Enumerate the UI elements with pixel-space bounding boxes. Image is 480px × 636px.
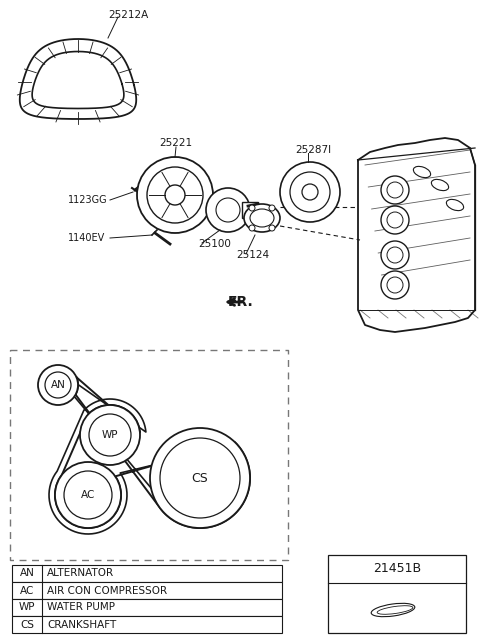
Text: FR.: FR. xyxy=(228,295,254,309)
Ellipse shape xyxy=(377,605,413,614)
Ellipse shape xyxy=(371,604,415,617)
Circle shape xyxy=(165,185,185,205)
Bar xyxy=(12,565,282,582)
Circle shape xyxy=(387,212,403,228)
Circle shape xyxy=(249,205,255,211)
Text: WATER PUMP: WATER PUMP xyxy=(47,602,115,612)
Circle shape xyxy=(206,188,250,232)
Circle shape xyxy=(150,428,250,528)
Circle shape xyxy=(387,182,403,198)
Text: ALTERNATOR: ALTERNATOR xyxy=(47,569,114,579)
Ellipse shape xyxy=(413,167,431,177)
Ellipse shape xyxy=(250,209,274,227)
Circle shape xyxy=(302,184,318,200)
Text: AIR CON COMPRESSOR: AIR CON COMPRESSOR xyxy=(47,586,167,595)
Bar xyxy=(328,555,466,633)
Text: AN: AN xyxy=(20,569,35,579)
Circle shape xyxy=(249,225,255,231)
Text: AN: AN xyxy=(50,380,65,390)
Text: 1140EV: 1140EV xyxy=(68,233,105,243)
Circle shape xyxy=(137,157,213,233)
Ellipse shape xyxy=(432,179,449,191)
Text: 25124: 25124 xyxy=(236,250,269,260)
Text: 21451B: 21451B xyxy=(373,562,421,576)
Bar xyxy=(12,582,282,599)
Text: AC: AC xyxy=(20,586,34,595)
Bar xyxy=(12,599,282,616)
Circle shape xyxy=(387,247,403,263)
Circle shape xyxy=(290,172,330,212)
Circle shape xyxy=(381,241,409,269)
Bar xyxy=(12,616,282,633)
Text: WP: WP xyxy=(102,430,118,440)
Ellipse shape xyxy=(446,199,464,211)
Text: 1123GG: 1123GG xyxy=(68,195,108,205)
Text: CS: CS xyxy=(20,619,34,630)
Circle shape xyxy=(55,462,121,528)
Circle shape xyxy=(387,277,403,293)
Text: CRANKSHAFT: CRANKSHAFT xyxy=(47,619,116,630)
Text: 25221: 25221 xyxy=(159,138,192,148)
Circle shape xyxy=(269,205,275,211)
Circle shape xyxy=(147,167,203,223)
Circle shape xyxy=(89,414,131,456)
Circle shape xyxy=(80,405,140,465)
Circle shape xyxy=(45,372,71,398)
Text: 25100: 25100 xyxy=(198,239,231,249)
Circle shape xyxy=(160,438,240,518)
Text: WP: WP xyxy=(19,602,35,612)
Text: 25212A: 25212A xyxy=(108,10,148,20)
Circle shape xyxy=(216,198,240,222)
Circle shape xyxy=(381,176,409,204)
Circle shape xyxy=(38,365,78,405)
Text: 25287I: 25287I xyxy=(295,145,331,155)
Circle shape xyxy=(269,225,275,231)
Circle shape xyxy=(381,206,409,234)
Text: AC: AC xyxy=(81,490,95,500)
Ellipse shape xyxy=(244,204,280,232)
Circle shape xyxy=(64,471,112,519)
Circle shape xyxy=(381,271,409,299)
Bar xyxy=(242,202,258,218)
Text: CS: CS xyxy=(192,471,208,485)
Circle shape xyxy=(280,162,340,222)
